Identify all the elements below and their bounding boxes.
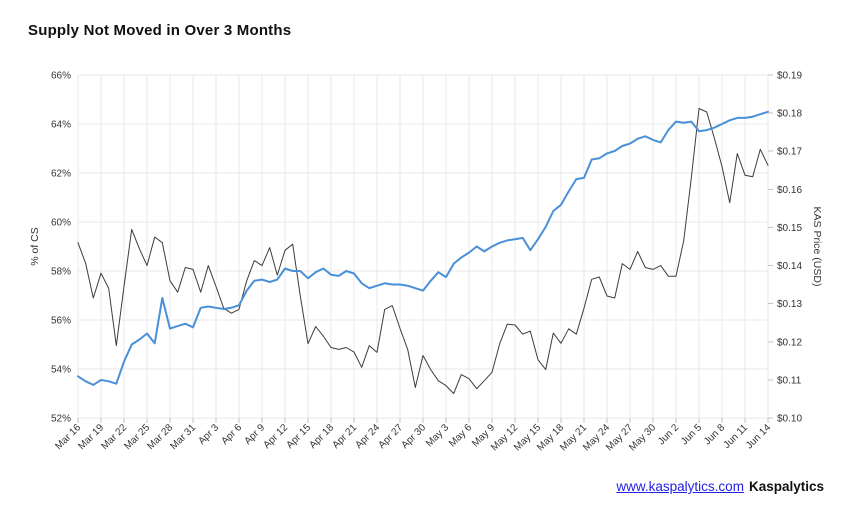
kaspalytics-brand: Kaspalytics	[748, 479, 824, 494]
y-left-tick-label: 62%	[51, 169, 71, 180]
y-left-tick-label: 64%	[51, 120, 71, 131]
y-right-tick-label: $0.16	[777, 185, 802, 196]
kaspalytics-link[interactable]: www.kaspalytics.com	[616, 479, 744, 494]
x-tick-label: Apr 24	[354, 422, 383, 451]
y-right-tick-label: $0.19	[777, 71, 802, 82]
x-tick-label: May 3	[424, 422, 451, 449]
y-left-tick-label: 56%	[51, 316, 71, 327]
y-right-tick-label: $0.14	[777, 261, 802, 272]
y-right-tick-label: $0.10	[777, 414, 802, 425]
supply-pct-line	[77, 110, 769, 386]
y-right-tick-label: $0.12	[777, 337, 802, 348]
gridlines	[77, 74, 769, 419]
x-tick-label: Apr 21	[331, 422, 360, 451]
x-tick-label: Apr 27	[377, 422, 406, 451]
kas-price-line	[77, 108, 769, 395]
x-tick-label: Apr 30	[400, 422, 429, 451]
chart-title: Supply Not Moved in Over 3 Months	[28, 22, 292, 39]
x-tick-label: Apr 6	[219, 422, 244, 447]
tick-marks	[77, 74, 773, 423]
x-tick-label: Jun 2	[656, 422, 681, 447]
x-tick-label: Apr 15	[285, 422, 314, 451]
y-right-tick-label: $0.18	[777, 109, 802, 120]
y-left-tick-label: 66%	[51, 71, 71, 82]
y-right-tick-label: $0.11	[777, 375, 802, 386]
y-left-tick-label: 52%	[51, 414, 71, 425]
y-right-axis-title: KAS Price (USD)	[811, 207, 823, 287]
y-left-tick-label: 60%	[51, 218, 71, 229]
y-left-tick-label: 58%	[51, 267, 71, 278]
y-left-tick-label: 54%	[51, 365, 71, 376]
x-tick-label: Apr 18	[308, 422, 337, 451]
y-right-tick-label: $0.17	[777, 147, 802, 158]
y-right-tick-label: $0.13	[777, 299, 802, 310]
y-right-tick-label: $0.15	[777, 223, 802, 234]
x-tick-label: May 6	[447, 422, 474, 449]
supply-chart-canvas[interactable]: 52% 54% 56% 58% 60% 62% 64% 66% $0.10 $0.11 $0.12 $…	[0, 0, 850, 470]
x-tick-label: May 30	[627, 422, 658, 453]
x-tick-label: Jun 14	[744, 422, 773, 451]
x-tick-label: Jun 5	[679, 422, 704, 447]
footer: www.kaspalytics.com Kaspalytics	[616, 479, 824, 494]
y-left-axis-title: % of CS	[29, 227, 41, 266]
x-tick-label: Apr 12	[262, 422, 291, 451]
x-tick-label: Apr 3	[196, 422, 221, 447]
x-tick-label: Mar 31	[168, 422, 198, 452]
